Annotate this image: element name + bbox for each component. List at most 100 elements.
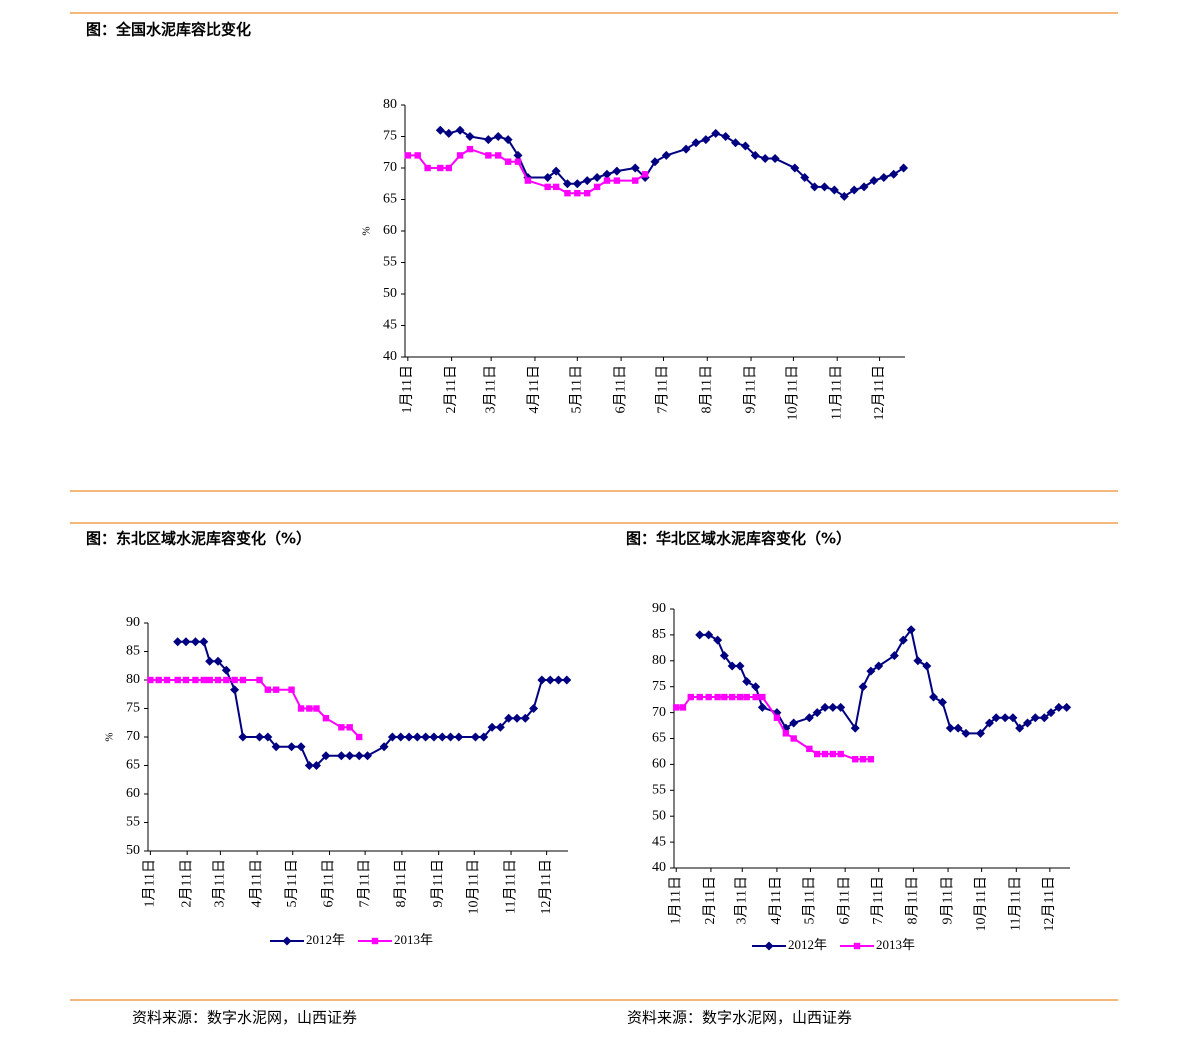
data-point [829, 750, 837, 758]
data-point [564, 190, 571, 197]
x-tick-label: 12月11日 [871, 365, 887, 420]
data-point [859, 756, 867, 763]
data-point [874, 661, 884, 671]
data-point [849, 185, 859, 195]
data-point [562, 675, 572, 685]
x-tick-label: 8月11日 [905, 876, 921, 924]
data-point [362, 751, 372, 761]
data-point [214, 676, 222, 684]
data-point [239, 676, 247, 684]
data-point [272, 686, 280, 693]
data-point [961, 728, 971, 738]
data-point [858, 682, 868, 692]
x-tick-label: 1月11日 [667, 876, 683, 924]
data-point [691, 138, 701, 148]
data-point [200, 676, 207, 684]
x-tick-label: 10月11日 [465, 859, 481, 914]
data-point [485, 152, 492, 159]
y-tick-label: 45 [383, 318, 397, 333]
x-tick-label: 2月11日 [702, 876, 718, 924]
data-point [953, 723, 963, 733]
data-point [1022, 718, 1032, 728]
figure-title: 图：东北区域水泥库容变化（%） [86, 530, 311, 548]
y-tick-label: 50 [652, 808, 666, 823]
data-point [820, 702, 830, 712]
data-point [313, 705, 320, 712]
data-point [681, 144, 691, 154]
data-point [192, 676, 199, 684]
data-point [537, 675, 547, 685]
data-point [355, 733, 363, 741]
y-tick-label: 50 [383, 286, 397, 301]
data-point [483, 135, 493, 145]
data-point [991, 713, 1001, 723]
y-tick-label: 60 [383, 223, 397, 238]
data-point [1046, 708, 1056, 718]
data-point [213, 656, 223, 666]
data-point [869, 176, 879, 186]
data-point [898, 635, 908, 645]
x-tick-label: 6月11日 [612, 365, 628, 413]
y-tick-label: 40 [652, 860, 666, 875]
data-point [593, 183, 601, 191]
x-tick-label: 4月11日 [526, 365, 542, 413]
data-point [182, 676, 190, 684]
data-point [529, 704, 539, 713]
data-point [641, 171, 649, 178]
data-point [661, 150, 671, 160]
data-point [297, 705, 305, 712]
data-point [867, 756, 875, 763]
x-tick-label: 7月11日 [356, 859, 372, 907]
data-point [752, 693, 759, 701]
x-tick-label: 12月11日 [1041, 876, 1057, 931]
data-point [711, 128, 721, 138]
data-point [866, 666, 876, 676]
data-point [445, 164, 452, 172]
y-tick-label: 65 [126, 758, 140, 773]
source: 资料来源：数字水泥网，山西证券 [132, 1009, 357, 1027]
data-point [1015, 723, 1025, 733]
data-point [524, 177, 532, 184]
data-point [859, 182, 869, 192]
legend-marker [282, 936, 292, 946]
data-point [379, 742, 389, 752]
data-point [174, 676, 181, 684]
data-point [504, 158, 512, 165]
data-point [223, 676, 230, 684]
data-point [264, 686, 272, 693]
data-point [813, 750, 821, 758]
y-axis-label: % [361, 226, 373, 235]
data-point [721, 693, 728, 701]
data-point [221, 665, 231, 675]
x-tick-label: 12月11日 [538, 859, 554, 914]
figure-title: 图：华北区域水泥库容变化（%） [626, 530, 851, 548]
data-point [487, 722, 497, 732]
data-point [147, 676, 154, 684]
data-point [173, 637, 183, 647]
data-point [454, 732, 464, 742]
data-point [544, 183, 551, 191]
data-point [743, 693, 750, 701]
x-tick-label: 10月11日 [785, 365, 801, 420]
x-tick-label: 6月11日 [836, 876, 852, 924]
data-point [879, 172, 889, 182]
data-point [155, 676, 162, 684]
data-point [913, 656, 923, 666]
data-point [396, 732, 406, 742]
data-point [512, 713, 522, 723]
data-point [804, 713, 814, 723]
data-point [1054, 702, 1064, 712]
legend-marker [853, 942, 861, 950]
data-point [513, 150, 523, 160]
data-point [552, 183, 560, 191]
data-point [984, 718, 994, 728]
data-point [230, 685, 240, 695]
data-point [976, 728, 986, 738]
data-point [714, 693, 721, 701]
data-point [632, 177, 639, 184]
data-point [728, 693, 736, 701]
x-tick-label: 6月11日 [321, 859, 337, 907]
data-point [727, 661, 737, 671]
y-tick-label: 85 [126, 644, 140, 659]
data-point [545, 675, 555, 685]
